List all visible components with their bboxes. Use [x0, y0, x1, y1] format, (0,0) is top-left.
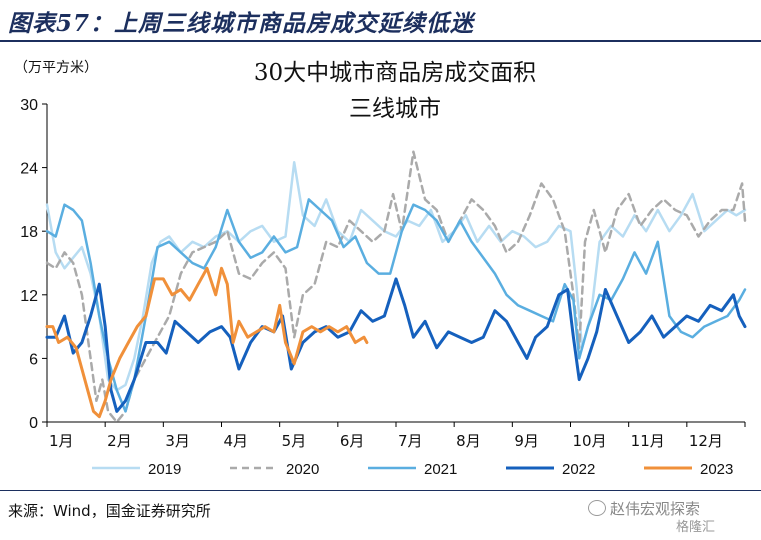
chart-subtitle: 三线城市 [349, 96, 441, 122]
x-tick-label: 5月 [282, 432, 307, 450]
x-tick-label: 11月 [631, 432, 665, 450]
figure-title: 图表57：上周三线城市商品房成交延续低迷 [8, 10, 475, 37]
watermark: 赵伟宏观探索 [588, 498, 700, 519]
y-tick-label: 0 [29, 415, 38, 432]
series-line-2022 [45, 277, 747, 413]
y-tick-label: 6 [29, 351, 38, 368]
y-axis-label: （万平方米） [14, 60, 98, 76]
watermark-sub: 格隆汇 [676, 520, 716, 535]
axes: 0 6 12 18 24 30 1月 2月 3月 4月 5月 6月 7月 8月 9月 10月 11月 12月 [20, 97, 746, 450]
x-tick-label: 7月 [398, 432, 423, 450]
y-tick-label: 30 [20, 97, 38, 114]
x-tick-label: 3月 [165, 432, 190, 450]
chart-title: 30大中城市商品房成交面积 [254, 60, 536, 86]
legend-label-2021: 2021 [424, 461, 457, 478]
y-tick-label: 18 [20, 224, 38, 241]
legend-label-2020: 2020 [286, 461, 319, 478]
legend-label-2022: 2022 [562, 461, 595, 478]
x-tick-label: 10月 [573, 432, 607, 450]
series-layer [45, 150, 747, 424]
source-rule [0, 490, 761, 491]
legend-label-2019: 2019 [148, 461, 181, 478]
legend: 2019 2020 2021 2022 2023 [92, 461, 733, 478]
x-tick-label: 2月 [107, 432, 132, 450]
source-note: 来源：Wind，国金证券研究所 [8, 502, 211, 520]
series-line-2023 [45, 266, 369, 419]
series-line-2021 [45, 198, 747, 413]
x-tick-label: 12月 [689, 432, 723, 450]
watermark-text: 赵伟宏观探索 [610, 500, 701, 518]
title-rule [0, 40, 761, 42]
x-tick-label: 6月 [340, 432, 365, 450]
legend-label-2023: 2023 [700, 461, 733, 478]
y-tick-label: 12 [20, 288, 38, 305]
y-tick-label: 24 [20, 161, 38, 178]
x-tick-label: 8月 [456, 432, 481, 450]
line-chart: 30大中城市商品房成交面积 三线城市 （万平方米） 0 6 12 18 24 30 1月 2月… [14, 60, 747, 478]
wechat-icon [588, 500, 606, 516]
x-tick-label: 1月 [49, 432, 74, 450]
x-tick-label: 4月 [224, 432, 249, 450]
x-tick-label: 9月 [514, 432, 539, 450]
